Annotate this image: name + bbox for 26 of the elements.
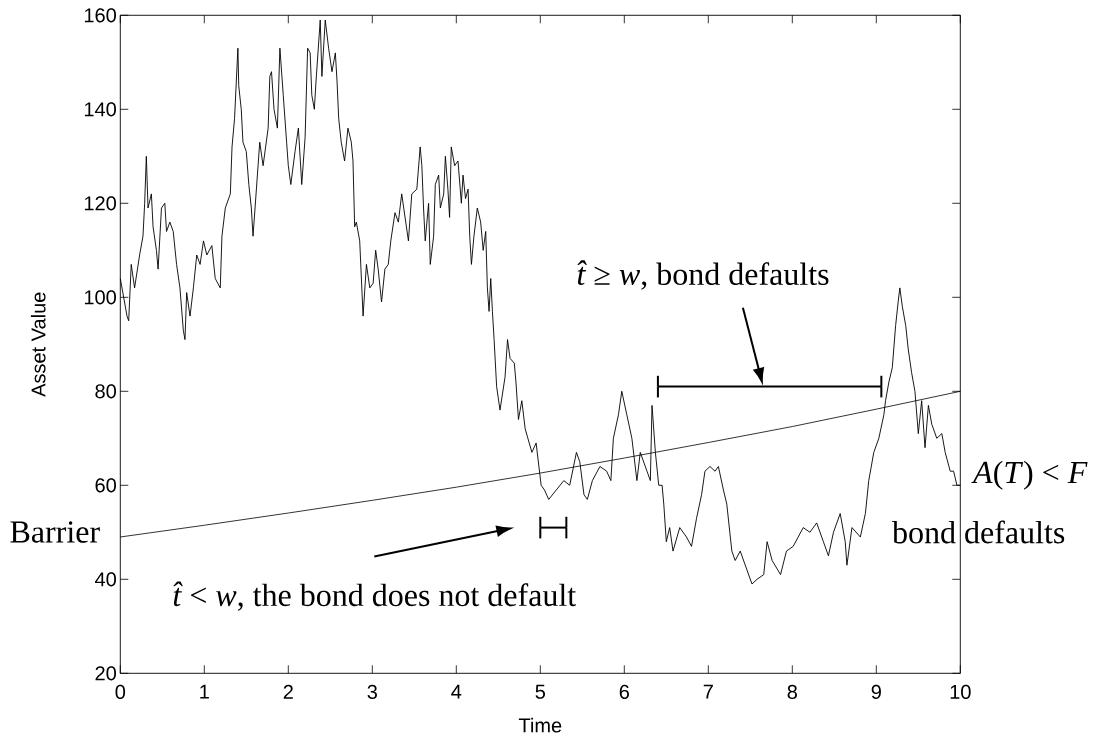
y-tick-label: 80 xyxy=(95,384,116,399)
annotation: bond defaults xyxy=(892,520,1065,544)
x-axis-title: Time xyxy=(518,717,562,733)
x-tick-label: 6 xyxy=(619,684,629,699)
legend-label: Barrier xyxy=(10,521,100,543)
y-tick-label: 60 xyxy=(95,478,116,493)
y-axis-title: Asset Value xyxy=(30,292,46,397)
x-tick-label: 5 xyxy=(535,684,546,699)
x-tick-label: 8 xyxy=(787,684,797,699)
y-tick-label: 120 xyxy=(84,196,116,211)
y-tick-label: 40 xyxy=(94,572,116,587)
y-tick-label: 160 xyxy=(84,8,116,23)
annotation: t̂ < w, the bond does not default xyxy=(173,581,576,611)
x-tick-label: 4 xyxy=(451,684,462,699)
x-tick-label: 0 xyxy=(115,684,126,699)
annotation: A(T) < F xyxy=(971,460,1088,490)
x-tick-label: 3 xyxy=(367,684,377,699)
y-tick-label: 20 xyxy=(95,666,116,681)
x-tick-label: 1 xyxy=(200,684,209,699)
y-tick-label: 140 xyxy=(84,102,116,117)
x-tick-label: 9 xyxy=(871,684,881,699)
x-tick-label: 10 xyxy=(950,684,971,699)
y-tick-label: 100 xyxy=(84,290,116,305)
x-tick-label: 2 xyxy=(283,684,293,699)
x-tick-label: 7 xyxy=(703,684,713,699)
annotation: t̂ ≥ w, bond defaults xyxy=(577,260,829,290)
